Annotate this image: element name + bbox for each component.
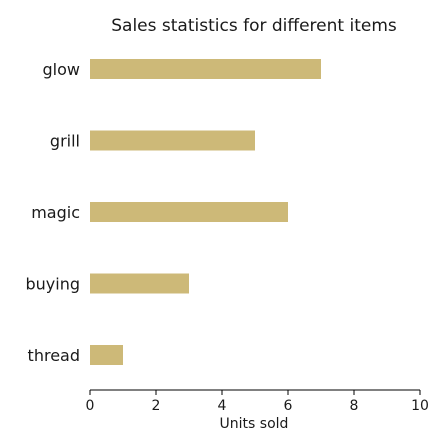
x-tick-label-8: 8: [350, 398, 359, 414]
category-labels: glow grill magic buying thread: [25, 60, 80, 365]
x-tick-label-10: 10: [411, 398, 429, 414]
x-tick-label-4: 4: [218, 398, 227, 414]
chart-title: Sales statistics for different items: [111, 16, 397, 36]
category-label-buying: buying: [25, 275, 80, 294]
bar-glow: [90, 59, 321, 79]
x-ticks-group: 0 2 4 6 8 10: [86, 390, 429, 414]
category-label-grill: grill: [50, 132, 80, 151]
bar-buying: [90, 273, 189, 294]
x-tick-label-6: 6: [284, 398, 293, 414]
x-tick-label-2: 2: [152, 398, 161, 414]
bar-grill: [90, 130, 255, 151]
x-axis-label: Units sold: [220, 416, 289, 432]
bar-magic: [90, 202, 288, 222]
category-label-thread: thread: [28, 346, 80, 365]
bar-thread: [90, 345, 123, 365]
bars-group: [90, 59, 321, 365]
category-label-glow: glow: [43, 60, 80, 79]
category-label-magic: magic: [31, 203, 80, 222]
x-tick-label-0: 0: [86, 398, 95, 414]
